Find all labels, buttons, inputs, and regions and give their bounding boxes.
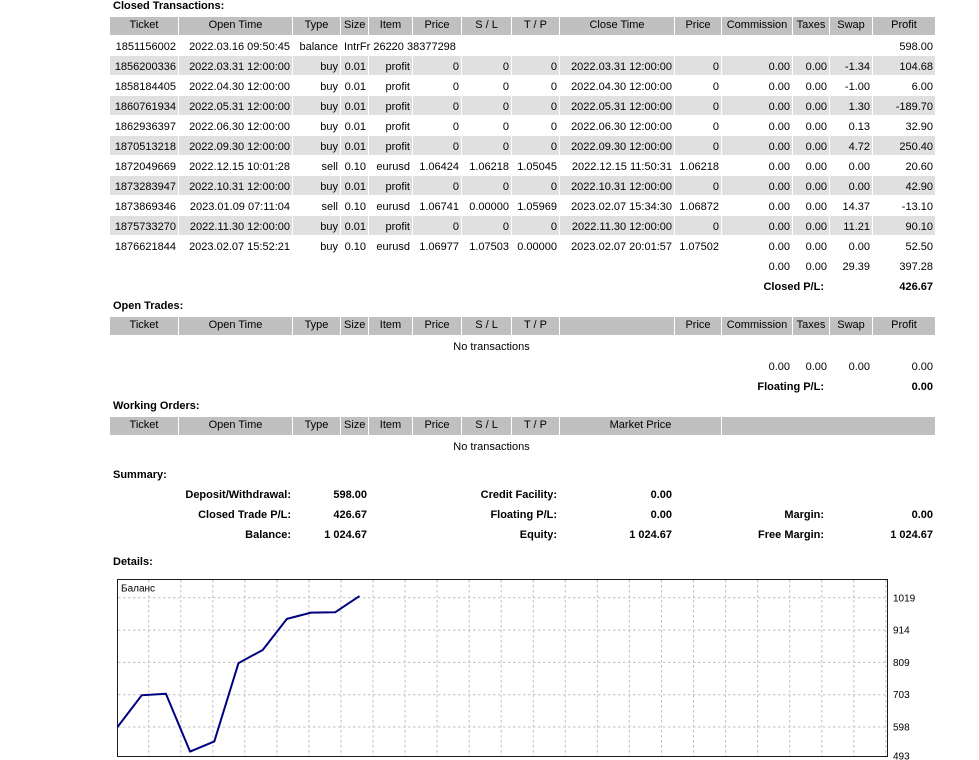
- svg-text:1019: 1019: [893, 593, 916, 604]
- svg-text:598: 598: [893, 723, 910, 734]
- svg-text:703: 703: [893, 690, 910, 701]
- svg-text:809: 809: [893, 658, 910, 669]
- svg-text:493: 493: [893, 752, 910, 760]
- svg-text:914: 914: [893, 626, 910, 637]
- svg-text:Баланс: Баланс: [121, 584, 155, 595]
